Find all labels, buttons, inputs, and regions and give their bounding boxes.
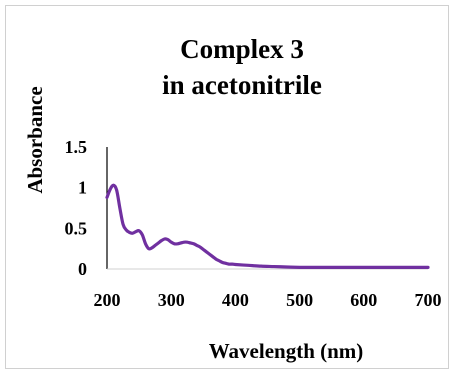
- x-tick-labels: 200 300 400 500 600 700: [94, 290, 442, 310]
- y-axis-label: Absorbance: [23, 86, 47, 193]
- x-tick-label: 500: [286, 290, 313, 310]
- x-tick-label: 300: [158, 290, 185, 310]
- chart-title-line-1: Complex 3: [180, 34, 304, 64]
- x-axis-label: Wavelength (nm): [209, 339, 364, 363]
- series-layer: [105, 183, 430, 270]
- x-tick-label: 400: [222, 290, 249, 310]
- x-tick-label: 700: [415, 290, 442, 310]
- absorbance-series-line: [105, 183, 430, 270]
- y-tick-label: 0: [78, 259, 87, 279]
- chart-frame: [5, 5, 449, 369]
- y-tick-label: 1.5: [65, 137, 88, 157]
- y-tick-label: 1: [78, 178, 87, 198]
- y-tick-label: 0.5: [65, 218, 88, 238]
- chart-title-line-2: in acetonitrile: [162, 70, 322, 100]
- x-tick-label: 200: [94, 290, 121, 310]
- x-tick-label: 600: [350, 290, 377, 310]
- y-tick-labels: 0 0.5 1 1.5: [65, 137, 88, 279]
